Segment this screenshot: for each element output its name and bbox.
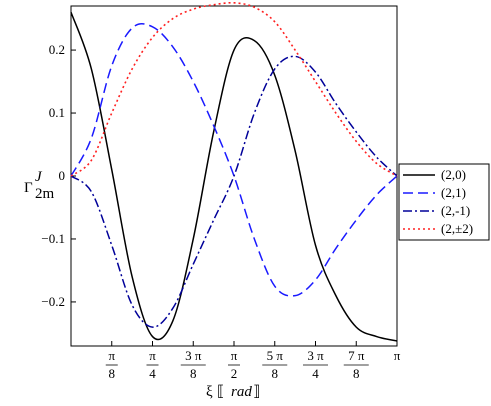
y-label-sub: 2m [35,186,55,202]
x-tick-numerator: π [231,348,238,363]
legend-entry-label: (2,-1) [441,203,470,218]
x-tick-denominator: 2 [231,366,238,381]
series-line-1 [70,23,398,297]
legend: (2,0) (2,1) (2,-1) (2,±2) [398,163,490,241]
x-tick-numerator: 3 π [185,348,202,363]
y-label-base: Γ [24,180,33,196]
x-axis-label: ξ ⟦ rad ⟧ [206,384,260,400]
x-tick-numerator: 3 π [307,348,324,363]
x-tick-denominator: 8 [190,366,197,381]
x-tick-denominator: 8 [272,366,279,381]
y-tick-label: 0.2 [49,42,65,57]
y-tick-label: 0 [59,168,66,183]
series-line-3 [70,1,398,177]
x-tick-numerator: π [108,348,115,363]
series-line-2 [70,55,398,328]
series-layer [70,1,398,342]
x-tick-numerator: π [149,348,156,363]
x-label-open: ⟦ [217,384,224,400]
y-axis-label: Γ J 2m [24,169,55,202]
legend-entry-label: (2,1) [441,185,466,200]
x-tick-numerator: 7 π [348,348,365,363]
x-tick-denominator: 8 [109,366,116,381]
x-label-unit: rad [231,384,252,400]
legend-entry-label: (2,±2) [441,221,473,236]
x-tick-label: π [394,348,401,363]
y-axis-ticks: 0.2 0.1 0 −0.1 −0.2 [41,42,76,309]
y-label-sup: J [35,169,43,185]
x-tick-numerator: 5 π [267,348,284,363]
legend-entry-label: (2,0) [441,167,466,182]
legend-box [398,163,490,241]
x-tick-denominator: 8 [353,366,360,381]
x-tick-denominator: 4 [312,366,319,381]
x-label-symbol: ξ [206,384,213,400]
x-tick-denominator: 4 [149,366,156,381]
y-tick-label: −0.1 [41,231,65,246]
y-tick-label: 0.1 [49,105,65,120]
series-line-0 [70,12,398,342]
y-tick-label: −0.2 [41,294,65,309]
x-label-close: ⟧ [253,384,260,400]
x-axis-ticks: π 8 π 4 3 π 8 π 2 5 π 8 3 π 4 7 π 8 π [105,341,401,381]
